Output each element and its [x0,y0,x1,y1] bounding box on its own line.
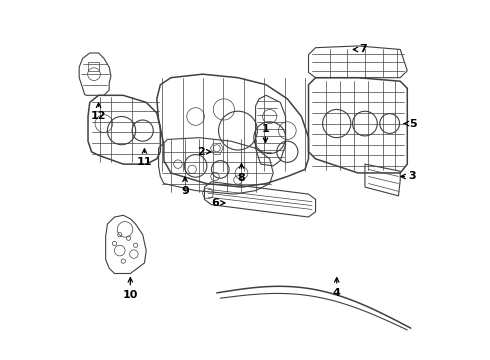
Text: 3: 3 [409,171,416,181]
Text: 11: 11 [137,157,152,167]
Text: 2: 2 [197,147,205,157]
Text: 9: 9 [181,186,189,195]
Text: 8: 8 [238,173,245,183]
Text: 10: 10 [122,290,138,300]
Text: 4: 4 [333,288,341,298]
Text: 5: 5 [409,118,416,129]
Bar [88,62,98,71]
Text: 1: 1 [262,124,270,134]
Text: 6: 6 [211,198,219,208]
Text: 12: 12 [91,112,106,121]
Text: 7: 7 [359,45,367,54]
